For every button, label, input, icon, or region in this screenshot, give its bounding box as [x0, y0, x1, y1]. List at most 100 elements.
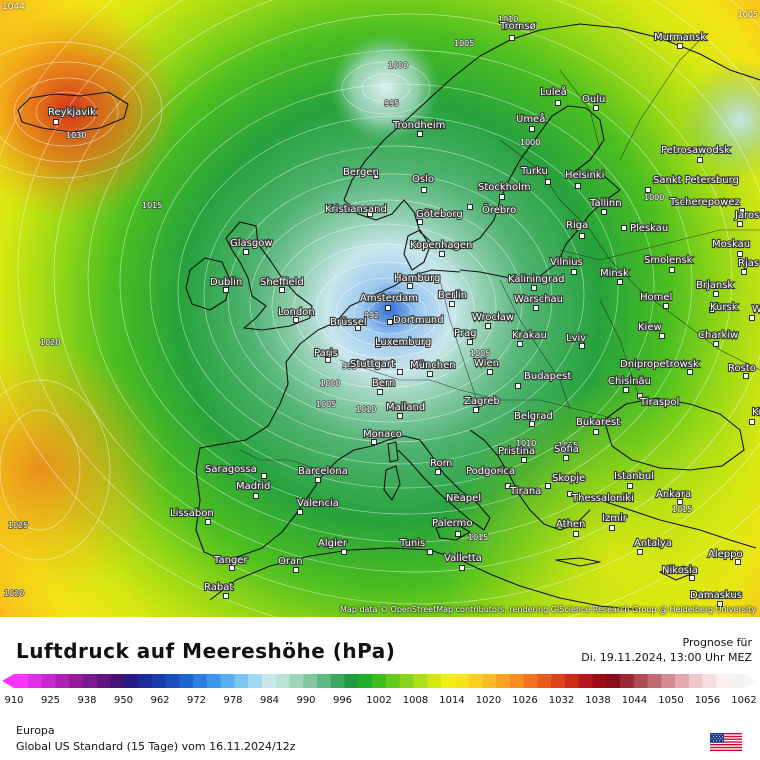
- city-marker: [637, 549, 643, 555]
- continent-north-coast: [317, 269, 461, 331]
- city-marker: [713, 291, 719, 297]
- legend-panel: Luftdruck auf Meereshöhe (hPa) Prognose …: [0, 617, 760, 760]
- city-label: Rosto: [728, 363, 756, 374]
- city-marker: [223, 593, 229, 599]
- colorbar-tick-label: 996: [332, 695, 353, 706]
- city-label: Warschau: [514, 294, 563, 305]
- city-marker: [697, 157, 703, 163]
- colorbar-swatch: [523, 674, 538, 688]
- city-label: Neapel: [446, 493, 481, 504]
- city-marker: [663, 303, 669, 309]
- colorbar-swatch: [344, 674, 359, 688]
- city-label: Istanbul: [614, 471, 654, 482]
- city-marker: [417, 219, 423, 225]
- city-marker: [487, 369, 493, 375]
- iceland-coast: [17, 91, 129, 133]
- us-flag-icon: [710, 733, 742, 751]
- city-marker: [435, 469, 441, 475]
- city-label: Tromsø: [499, 21, 536, 32]
- anatolia-coast: [599, 499, 757, 549]
- colorbar-swatch: [413, 674, 428, 688]
- colorbar-swatch: [564, 674, 580, 688]
- isobar-value-label: 1005: [316, 400, 336, 409]
- city-marker: [531, 285, 537, 291]
- city-label: Kursk: [710, 302, 738, 313]
- city-label: Valencia: [297, 498, 339, 509]
- city-marker: [579, 343, 585, 349]
- city-marker: [387, 319, 393, 325]
- city-marker: [637, 393, 643, 399]
- colorbar-swatch: [606, 674, 621, 688]
- city-marker: [53, 119, 59, 125]
- colorbar-swatch: [454, 674, 470, 688]
- model-run-label: Global US Standard (15 Tage) vom 16.11.2…: [16, 740, 296, 753]
- city-label: Woronez: [752, 304, 760, 315]
- city-label: Moskau: [712, 239, 750, 250]
- colorbar-tick-label: 925: [40, 695, 61, 706]
- city-marker: [371, 439, 377, 445]
- city-marker: [459, 565, 465, 571]
- city-label: Rabat: [204, 582, 233, 593]
- colorbar-swatch: [675, 674, 690, 688]
- city-marker: [739, 208, 745, 214]
- colorbar-swatch: [688, 674, 704, 688]
- city-label: Belgrad: [514, 411, 553, 422]
- city-label: Dortmund: [393, 315, 444, 326]
- city-label: Madrid: [236, 481, 270, 492]
- city-marker: [467, 204, 473, 210]
- city-marker: [573, 531, 579, 537]
- city-label: Dublin: [210, 277, 242, 288]
- city-marker: [205, 519, 211, 525]
- isobar-value-label: 995: [384, 99, 399, 108]
- colorbar-swatch: [647, 674, 662, 688]
- city-label: Barcelona: [298, 466, 348, 477]
- colorbar-tick-label: 972: [186, 695, 207, 706]
- isobar-value-label: 1010: [356, 405, 376, 414]
- city-marker: [689, 575, 695, 581]
- city-marker: [737, 221, 743, 227]
- city-marker: [279, 287, 285, 293]
- city-label: Pleskau: [630, 223, 668, 234]
- forecast-label: Prognose für: [682, 636, 753, 649]
- city-label: Antalya: [634, 538, 672, 549]
- city-marker: [473, 407, 479, 413]
- city-label: Paris: [314, 348, 338, 359]
- city-label: Charkiw: [698, 330, 738, 341]
- city-marker: [645, 187, 651, 193]
- city-label: Sheffield: [260, 277, 304, 288]
- high-pressure-atlantic: [0, 330, 200, 610]
- city-marker: [743, 373, 749, 379]
- city-marker: [529, 421, 535, 427]
- colorbar: [14, 674, 744, 688]
- city-marker: [397, 413, 403, 419]
- isobar-value-label: 1000: [520, 138, 540, 147]
- city-marker: [373, 173, 379, 179]
- corner-isobar-value-left: 1044: [2, 2, 25, 12]
- city-marker: [449, 301, 455, 307]
- isobar-value-label: 1010: [516, 439, 536, 448]
- colorbar-swatch: [137, 674, 153, 688]
- city-label: Murmansk: [654, 32, 706, 43]
- city-label: München: [410, 360, 456, 371]
- city-label: Dnipropetrowsk: [620, 359, 699, 370]
- city-label: Pristina: [498, 446, 535, 457]
- city-label: Oslo: [412, 174, 434, 185]
- city-label: Athen: [556, 519, 585, 530]
- colorbar-swatch: [55, 674, 70, 688]
- city-marker: [749, 315, 755, 321]
- colorbar-tick-label: 978: [223, 695, 243, 706]
- colorbar-tick-label: 962: [150, 695, 170, 706]
- isobar-value-label: 1015: [672, 505, 692, 514]
- city-label: Brüssel: [330, 317, 367, 328]
- colorbar-tick-label: 1062: [731, 695, 757, 706]
- colorbar-swatch: [427, 674, 442, 688]
- isobar-value-label: 1015: [468, 533, 488, 542]
- city-marker: [517, 341, 523, 347]
- city-marker: [627, 483, 633, 489]
- city-marker: [439, 251, 445, 257]
- black-sea-coast: [603, 397, 745, 471]
- corsica-coast: [387, 441, 399, 463]
- colorbar-tick-label: 950: [113, 695, 134, 706]
- city-marker: [545, 483, 551, 489]
- city-marker: [427, 549, 433, 555]
